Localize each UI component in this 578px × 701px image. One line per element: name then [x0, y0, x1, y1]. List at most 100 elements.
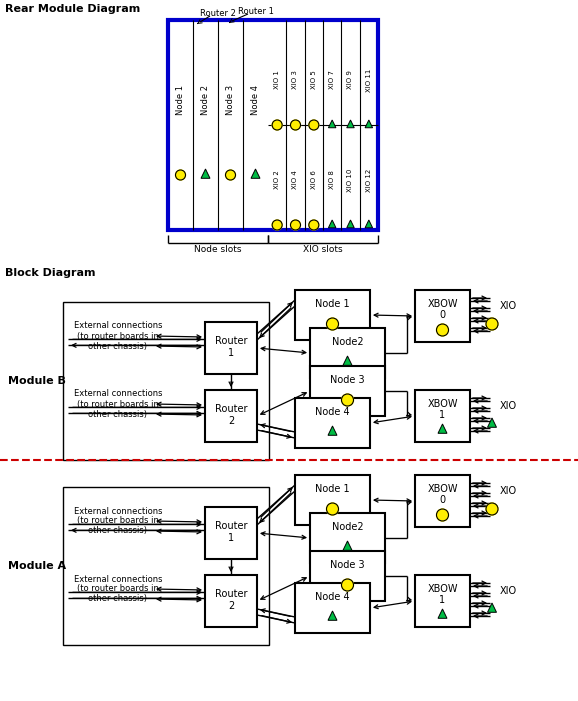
Bar [310, 513, 385, 563]
Circle shape [327, 318, 339, 330]
Text: 2: 2 [228, 416, 234, 426]
Bar [63, 302, 269, 460]
Text: Node 3: Node 3 [330, 560, 365, 570]
Circle shape [272, 120, 282, 130]
Polygon shape [365, 120, 373, 128]
Text: External connections: External connections [74, 322, 162, 330]
Text: (to router boards in: (to router boards in [77, 585, 159, 594]
Text: Block Diagram: Block Diagram [5, 268, 95, 278]
Bar [310, 366, 385, 416]
Text: XIO 2: XIO 2 [274, 170, 280, 189]
Circle shape [486, 503, 498, 515]
Text: (to router boards in: (to router boards in [77, 400, 159, 409]
Text: XIO 5: XIO 5 [311, 71, 317, 89]
Text: XIO: XIO [500, 401, 517, 411]
Text: Node slots: Node slots [194, 245, 242, 254]
Text: 2: 2 [228, 601, 234, 611]
Text: Router: Router [215, 404, 247, 414]
Text: External connections: External connections [74, 390, 162, 398]
Polygon shape [328, 426, 337, 435]
Text: Node 4: Node 4 [251, 85, 260, 115]
Text: 1: 1 [228, 348, 234, 358]
Bar [295, 398, 370, 448]
Text: 1: 1 [439, 595, 446, 605]
Text: 0: 0 [439, 310, 446, 320]
Text: Router 1: Router 1 [238, 6, 274, 15]
Text: Router 2: Router 2 [200, 10, 236, 18]
Polygon shape [365, 220, 373, 228]
Text: Node 1: Node 1 [315, 299, 350, 309]
Polygon shape [438, 424, 447, 433]
Circle shape [225, 170, 235, 180]
Text: External connections: External connections [74, 575, 162, 583]
Polygon shape [343, 356, 352, 365]
Text: Node 1: Node 1 [176, 85, 185, 115]
Polygon shape [328, 220, 336, 228]
Circle shape [436, 324, 449, 336]
Text: Rear Module Diagram: Rear Module Diagram [5, 4, 140, 14]
Circle shape [272, 220, 282, 230]
Bar [310, 551, 385, 601]
Bar [295, 290, 370, 340]
Circle shape [327, 503, 339, 515]
Circle shape [176, 170, 186, 180]
Polygon shape [328, 611, 337, 620]
Text: XIO 1: XIO 1 [274, 71, 280, 90]
Text: 1: 1 [228, 533, 234, 543]
Circle shape [309, 220, 319, 230]
Polygon shape [343, 541, 352, 550]
Circle shape [436, 509, 449, 521]
Text: Router: Router [215, 336, 247, 346]
Text: other chassis): other chassis) [88, 526, 147, 536]
Text: XBOW: XBOW [427, 584, 458, 594]
Polygon shape [487, 603, 497, 612]
Text: (to router boards in: (to router boards in [77, 517, 159, 526]
Text: Node2: Node2 [332, 522, 364, 532]
Text: XBOW: XBOW [427, 299, 458, 309]
Text: Node 3: Node 3 [226, 85, 235, 115]
Text: Node2: Node2 [332, 337, 364, 347]
Text: 0: 0 [439, 495, 446, 505]
Text: XIO 10: XIO 10 [347, 168, 354, 191]
Bar [205, 575, 257, 627]
Text: XIO: XIO [500, 486, 517, 496]
Polygon shape [251, 169, 260, 178]
Bar [295, 583, 370, 633]
Bar [415, 290, 470, 342]
Circle shape [291, 120, 301, 130]
Polygon shape [328, 120, 336, 128]
Bar [310, 328, 385, 378]
Text: XIO 11: XIO 11 [366, 68, 372, 92]
Text: XIO 9: XIO 9 [347, 71, 354, 90]
Text: Router: Router [215, 589, 247, 599]
Text: Node 3: Node 3 [330, 375, 365, 385]
Text: Node 1: Node 1 [315, 484, 350, 494]
Text: XIO 7: XIO 7 [329, 71, 335, 90]
Bar [63, 487, 269, 645]
Circle shape [342, 579, 354, 591]
Text: Router: Router [215, 521, 247, 531]
Polygon shape [487, 418, 497, 428]
Text: XBOW: XBOW [427, 484, 458, 494]
Polygon shape [347, 120, 354, 128]
Bar [295, 475, 370, 525]
Circle shape [309, 120, 319, 130]
Text: XIO 8: XIO 8 [329, 170, 335, 189]
Polygon shape [347, 220, 354, 228]
Text: XIO 3: XIO 3 [292, 71, 298, 90]
Text: XIO: XIO [500, 586, 517, 596]
Bar [205, 390, 257, 442]
Text: XIO 12: XIO 12 [366, 168, 372, 191]
Circle shape [342, 394, 354, 406]
Bar [415, 475, 470, 527]
Text: Module B: Module B [8, 376, 66, 386]
Bar [415, 575, 470, 627]
Text: other chassis): other chassis) [88, 594, 147, 604]
Text: XIO: XIO [500, 301, 517, 311]
Text: Module A: Module A [8, 561, 66, 571]
Text: XBOW: XBOW [427, 399, 458, 409]
Text: Node 4: Node 4 [315, 592, 350, 602]
Bar [205, 322, 257, 374]
Bar [168, 20, 378, 230]
Text: XIO 6: XIO 6 [311, 170, 317, 189]
